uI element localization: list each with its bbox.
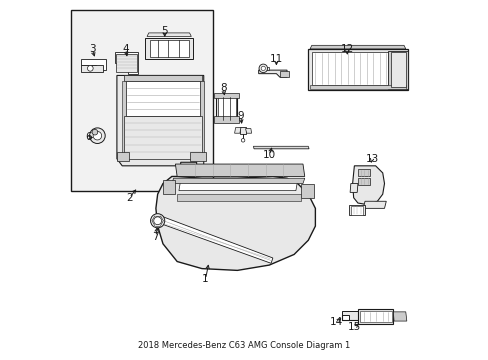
Polygon shape [350,206,363,215]
Text: 12: 12 [340,44,353,54]
Polygon shape [392,312,406,321]
Polygon shape [357,169,369,176]
Polygon shape [279,71,288,77]
Polygon shape [116,54,137,72]
Polygon shape [81,59,106,70]
Polygon shape [218,97,235,120]
Polygon shape [175,164,304,176]
Circle shape [150,214,164,228]
Bar [71,10,212,191]
Polygon shape [245,129,251,133]
Polygon shape [216,95,237,122]
Polygon shape [387,51,407,89]
Circle shape [261,66,265,71]
Polygon shape [390,53,405,87]
Polygon shape [214,116,239,123]
Polygon shape [156,176,315,270]
Text: 13: 13 [365,154,378,164]
Circle shape [87,66,93,71]
Text: 4: 4 [122,44,129,54]
Polygon shape [357,309,392,324]
Polygon shape [309,45,405,49]
Polygon shape [125,81,200,116]
Text: 5: 5 [161,26,168,36]
Polygon shape [122,81,125,159]
Polygon shape [309,85,405,89]
Circle shape [259,64,267,73]
Polygon shape [240,127,246,134]
Polygon shape [115,53,138,74]
Polygon shape [145,38,193,59]
Polygon shape [81,65,102,72]
Polygon shape [117,152,129,161]
Text: 10: 10 [262,150,275,160]
Text: 2: 2 [126,193,132,203]
Polygon shape [301,184,313,198]
Polygon shape [157,215,272,263]
Circle shape [92,129,98,135]
Circle shape [89,128,105,144]
Circle shape [153,217,161,225]
Circle shape [241,139,244,142]
Polygon shape [253,146,308,149]
Polygon shape [349,184,357,192]
Text: 15: 15 [347,322,360,332]
Polygon shape [307,49,407,90]
Text: 14: 14 [329,317,343,327]
Polygon shape [117,76,203,166]
Polygon shape [234,127,241,133]
Polygon shape [177,194,301,201]
Polygon shape [214,93,239,99]
Polygon shape [171,178,304,184]
Circle shape [93,131,102,140]
Polygon shape [363,201,386,208]
Polygon shape [341,311,357,320]
Text: 3: 3 [89,44,95,54]
Text: 9: 9 [237,111,244,121]
Polygon shape [258,70,286,77]
Polygon shape [348,205,364,215]
Polygon shape [147,33,191,36]
Polygon shape [124,76,202,81]
Text: 7: 7 [152,232,159,242]
Polygon shape [189,152,205,161]
Polygon shape [124,116,202,159]
Polygon shape [258,67,269,70]
Polygon shape [149,40,188,57]
Polygon shape [359,311,391,322]
Text: 1: 1 [202,274,208,284]
Text: 6: 6 [85,132,92,143]
Polygon shape [352,166,384,205]
Text: 8: 8 [220,83,226,93]
Polygon shape [357,177,369,185]
Polygon shape [163,180,175,194]
Polygon shape [179,180,297,191]
Polygon shape [311,53,389,85]
Text: 11: 11 [269,54,283,64]
Text: 2018 Mercedes-Benz C63 AMG Console Diagram 1: 2018 Mercedes-Benz C63 AMG Console Diagr… [138,341,350,350]
Polygon shape [200,81,203,159]
